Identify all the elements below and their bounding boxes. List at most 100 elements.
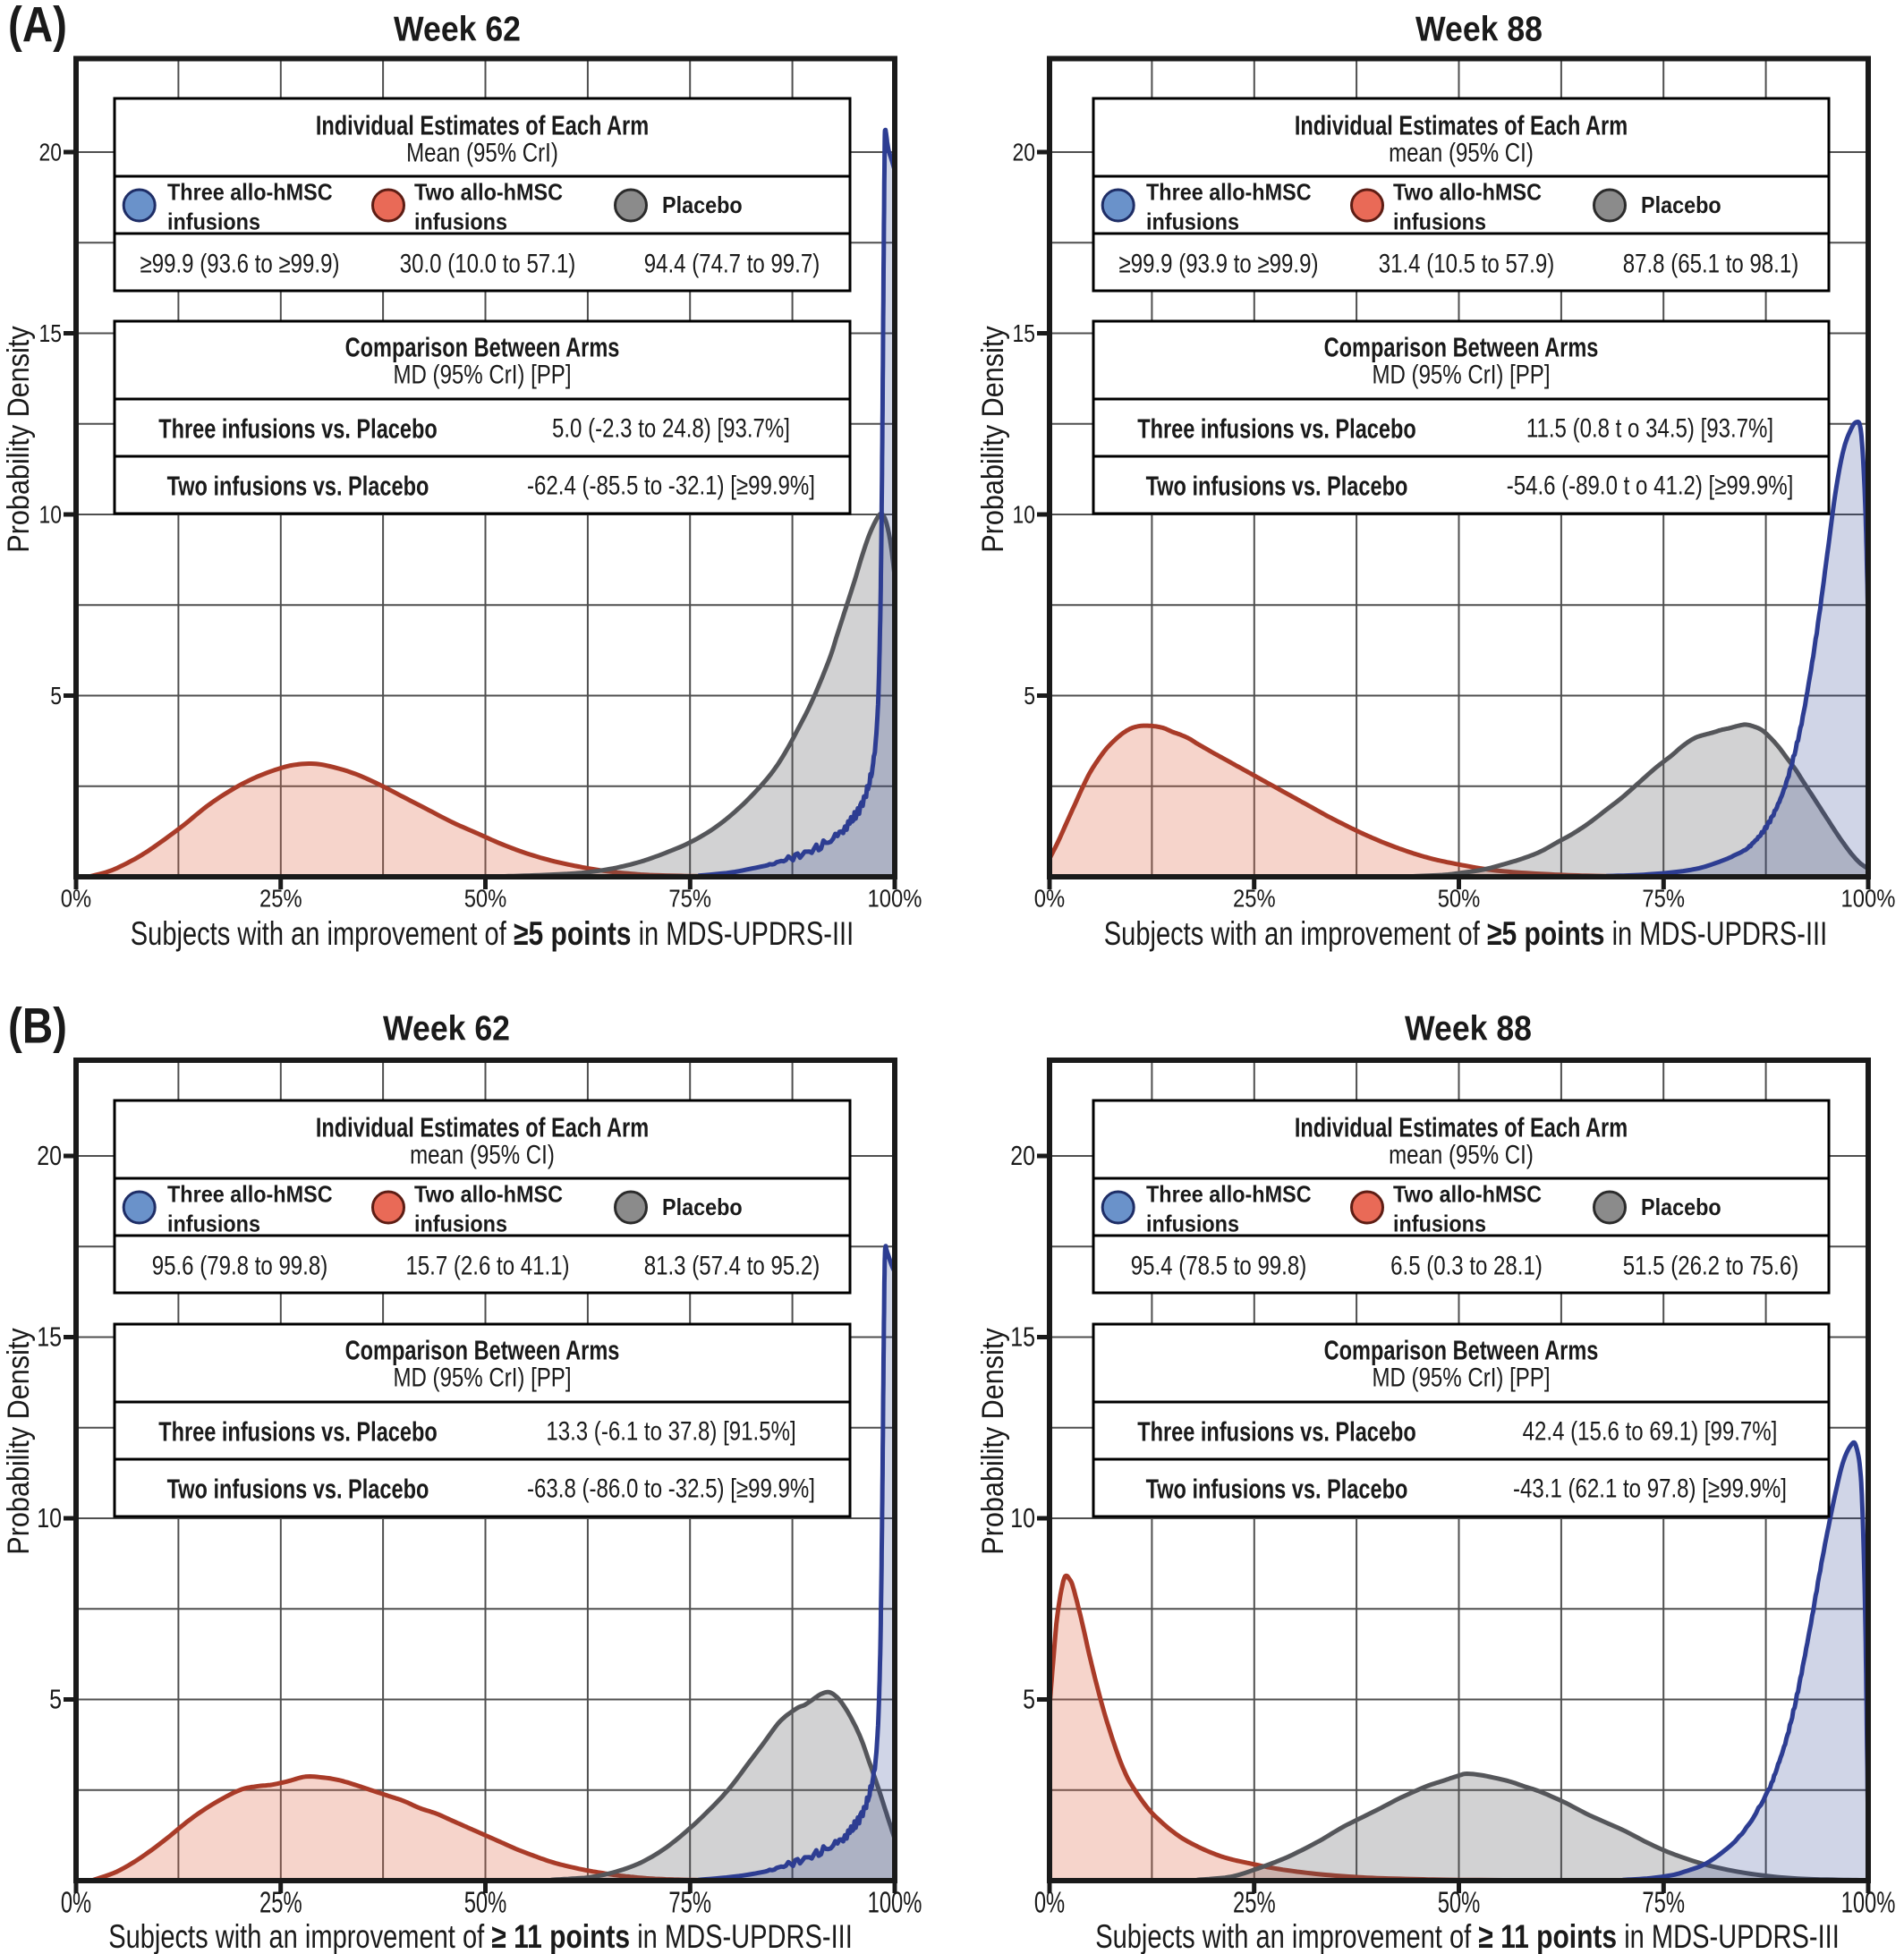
- svg-text:Comparison Between Arms: Comparison Between Arms: [345, 332, 620, 363]
- svg-text:5: 5: [49, 1685, 62, 1715]
- svg-text:94.4 (74.7 to 99.7): 94.4 (74.7 to 99.7): [644, 250, 820, 279]
- svg-text:75%: 75%: [1642, 1886, 1685, 1919]
- svg-text:5.0 (-2.3 to 24.8) [93.7%]: 5.0 (-2.3 to 24.8) [93.7%]: [552, 414, 790, 444]
- svg-text:6.5 (0.3 to 28.1): 6.5 (0.3 to 28.1): [1390, 1252, 1543, 1281]
- svg-text:Two infusions vs. Placebo: Two infusions vs. Placebo: [167, 471, 429, 502]
- svg-text:Individual Estimates of Each A: Individual Estimates of Each Arm: [1295, 1112, 1628, 1143]
- svg-text:5: 5: [1024, 682, 1035, 709]
- svg-text:≥5 points: ≥5 points: [1487, 914, 1605, 952]
- svg-text:25%: 25%: [259, 885, 302, 913]
- svg-text:Two infusions vs. Placebo: Two infusions vs. Placebo: [1146, 1474, 1408, 1505]
- svg-text:MD (95% CrI) [PP]: MD (95% CrI) [PP]: [394, 361, 572, 390]
- svg-text:81.3 (57.4 to 95.2): 81.3 (57.4 to 95.2): [644, 1252, 820, 1281]
- svg-text:MD (95% CrI) [PP]: MD (95% CrI) [PP]: [1373, 1364, 1551, 1393]
- svg-text:infusions: infusions: [1393, 1211, 1486, 1237]
- svg-text:Individual Estimates of Each A: Individual Estimates of Each Arm: [316, 110, 649, 141]
- svg-text:87.8 (65.1 to 98.1): 87.8 (65.1 to 98.1): [1623, 250, 1799, 279]
- svg-text:0%: 0%: [1034, 885, 1065, 913]
- svg-text:Probability Density: Probability Density: [976, 326, 1010, 552]
- svg-text:Three allo-hMSC: Three allo-hMSC: [167, 1180, 333, 1207]
- svg-text:in MDS-UPDRS-III: in MDS-UPDRS-III: [1612, 914, 1828, 952]
- svg-text:Probability Density: Probability Density: [2, 1328, 36, 1554]
- svg-text:100%: 100%: [868, 1886, 922, 1919]
- svg-text:0%: 0%: [1034, 1886, 1065, 1919]
- svg-text:-63.8 (-86.0 to -32.5) [≥99.9%: -63.8 (-86.0 to -32.5) [≥99.9%]: [527, 1474, 815, 1504]
- svg-text:MD (95% CrI) [PP]: MD (95% CrI) [PP]: [394, 1364, 572, 1393]
- svg-text:75%: 75%: [1642, 885, 1685, 913]
- svg-text:Week 62: Week 62: [394, 11, 521, 49]
- svg-text:Placebo: Placebo: [662, 1194, 743, 1220]
- svg-text:20: 20: [1010, 1141, 1035, 1171]
- svg-text:Probability Density: Probability Density: [976, 1328, 1010, 1554]
- svg-text:25%: 25%: [259, 1886, 302, 1919]
- svg-text:15: 15: [39, 319, 63, 347]
- svg-text:Week 88: Week 88: [1405, 1010, 1532, 1049]
- svg-text:Three allo-hMSC: Three allo-hMSC: [1146, 178, 1312, 205]
- svg-text:0%: 0%: [61, 885, 91, 913]
- svg-text:Probability Density: Probability Density: [2, 326, 36, 552]
- svg-text:MD (95% CrI) [PP]: MD (95% CrI) [PP]: [1373, 361, 1551, 390]
- svg-text:20: 20: [1013, 139, 1036, 166]
- svg-text:Subjects with an improvement o: Subjects with an improvement of: [1095, 1917, 1471, 1954]
- svg-text:in MDS-UPDRS-III: in MDS-UPDRS-III: [637, 1917, 853, 1954]
- svg-text:50%: 50%: [464, 885, 507, 913]
- svg-text:15: 15: [1013, 319, 1036, 347]
- svg-text:mean (95% CI): mean (95% CI): [1389, 1141, 1534, 1170]
- svg-text:infusions: infusions: [414, 1211, 507, 1237]
- svg-text:infusions: infusions: [1393, 208, 1486, 235]
- svg-text:50%: 50%: [464, 1886, 507, 1919]
- svg-text:≥ 11 points: ≥ 11 points: [491, 1917, 630, 1954]
- svg-text:Three infusions vs. Placebo: Three infusions vs. Placebo: [158, 413, 438, 445]
- svg-text:Individual Estimates of Each A: Individual Estimates of Each Arm: [316, 1112, 649, 1143]
- svg-text:in MDS-UPDRS-III: in MDS-UPDRS-III: [639, 914, 854, 952]
- svg-text:10: 10: [1010, 1503, 1035, 1533]
- svg-text:-43.1 (62.1 to 97.8) [≥99.9%]: -43.1 (62.1 to 97.8) [≥99.9%]: [1513, 1474, 1787, 1504]
- svg-text:75%: 75%: [668, 1886, 711, 1919]
- svg-text:15: 15: [37, 1322, 62, 1353]
- svg-text:≥ 11 points: ≥ 11 points: [1478, 1917, 1617, 1954]
- svg-text:infusions: infusions: [167, 1211, 260, 1237]
- svg-text:Three infusions vs. Placebo: Three infusions vs. Placebo: [158, 1416, 438, 1448]
- svg-text:in MDS-UPDRS-III: in MDS-UPDRS-III: [1624, 1917, 1840, 1954]
- svg-text:15.7 (2.6 to 41.1): 15.7 (2.6 to 41.1): [405, 1252, 569, 1281]
- svg-text:100%: 100%: [1841, 885, 1896, 913]
- svg-text:31.4 (10.5 to 57.9): 31.4 (10.5 to 57.9): [1379, 250, 1555, 279]
- svg-text:Placebo: Placebo: [1641, 191, 1721, 218]
- svg-text:100%: 100%: [1841, 1886, 1896, 1919]
- svg-text:20: 20: [39, 139, 63, 166]
- svg-text:≥5 points: ≥5 points: [514, 914, 632, 952]
- svg-text:infusions: infusions: [167, 208, 260, 235]
- svg-text:30.0 (10.0 to 57.1): 30.0 (10.0 to 57.1): [400, 250, 576, 279]
- svg-text:100%: 100%: [868, 885, 922, 913]
- svg-text:Two allo-hMSC: Two allo-hMSC: [414, 1180, 563, 1207]
- svg-text:(B): (B): [8, 998, 67, 1054]
- svg-text:75%: 75%: [668, 885, 711, 913]
- svg-text:Subjects with an improvement o: Subjects with an improvement of: [1104, 914, 1480, 952]
- svg-text:Two allo-hMSC: Two allo-hMSC: [1393, 178, 1542, 205]
- svg-text:≥99.9 (93.9 to ≥99.9): ≥99.9 (93.9 to ≥99.9): [1119, 250, 1319, 279]
- svg-text:42.4 (15.6 to 69.1) [99.7%]: 42.4 (15.6 to 69.1) [99.7%]: [1523, 1417, 1778, 1447]
- svg-text:10: 10: [37, 1503, 62, 1533]
- svg-text:≥99.9 (93.6 to ≥99.9): ≥99.9 (93.6 to ≥99.9): [140, 250, 340, 279]
- svg-text:Subjects with an improvement o: Subjects with an improvement of: [131, 914, 506, 952]
- svg-text:Individual Estimates of Each A: Individual Estimates of Each Arm: [1295, 110, 1628, 141]
- svg-text:25%: 25%: [1233, 1886, 1276, 1919]
- svg-text:5: 5: [50, 682, 62, 709]
- svg-text:50%: 50%: [1438, 885, 1481, 913]
- svg-text:Week 62: Week 62: [383, 1010, 510, 1049]
- svg-text:Week 88: Week 88: [1415, 11, 1543, 49]
- svg-text:Two infusions vs. Placebo: Two infusions vs. Placebo: [167, 1474, 429, 1505]
- svg-text:Two allo-hMSC: Two allo-hMSC: [414, 178, 563, 205]
- svg-text:Placebo: Placebo: [1641, 1194, 1721, 1220]
- svg-text:infusions: infusions: [1146, 208, 1239, 235]
- svg-text:50%: 50%: [1438, 1886, 1481, 1919]
- svg-text:infusions: infusions: [414, 208, 507, 235]
- svg-text:Mean (95% CrI): Mean (95% CrI): [406, 139, 558, 168]
- svg-text:Placebo: Placebo: [662, 191, 743, 218]
- svg-text:(A): (A): [8, 0, 67, 53]
- svg-text:-54.6 (-89.0 t o 41.2) [≥99.9%: -54.6 (-89.0 t o 41.2) [≥99.9%]: [1507, 472, 1794, 501]
- svg-text:Two infusions vs. Placebo: Two infusions vs. Placebo: [1146, 471, 1408, 502]
- svg-text:Three allo-hMSC: Three allo-hMSC: [1146, 1180, 1312, 1207]
- svg-text:Comparison Between Arms: Comparison Between Arms: [345, 1335, 620, 1366]
- svg-text:25%: 25%: [1233, 885, 1276, 913]
